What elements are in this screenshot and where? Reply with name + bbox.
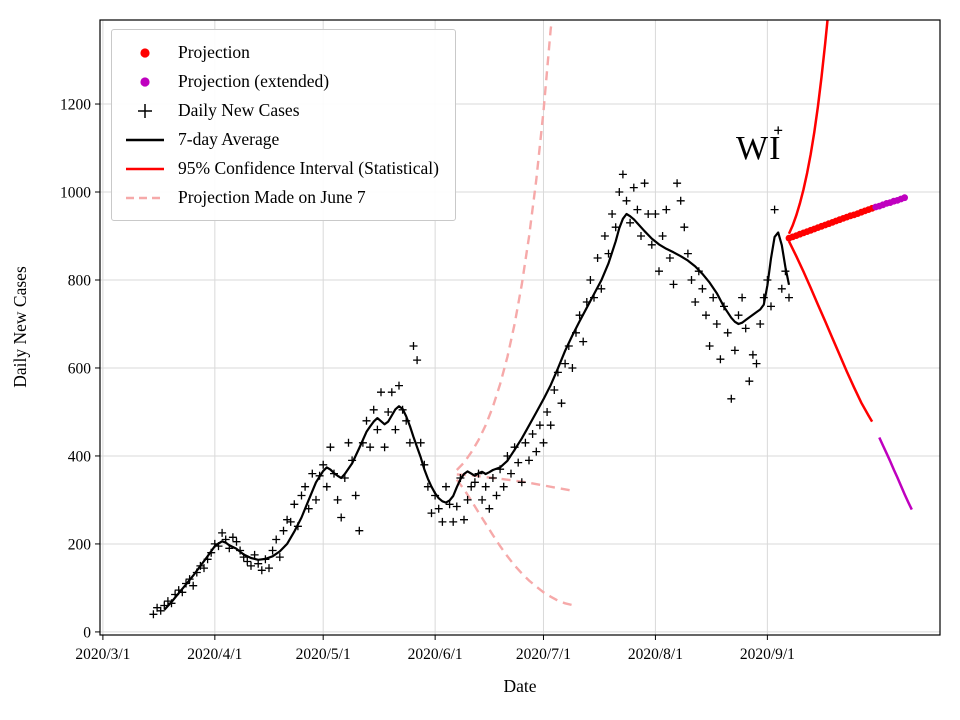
avg7-line [163,212,791,611]
x-tick-label: 2020/3/1 [75,646,130,663]
x-tick-label: 2020/7/1 [516,646,571,663]
dot-marker-icon [140,76,150,87]
legend-label: 95% Confidence Interval (Statistical) [178,158,439,178]
y-tick-label: 1200 [60,97,91,114]
axis-ticks: 2020/3/1 2020/4/1 2020/5/1 2020/6/1 2020/7/1… [60,97,795,663]
legend-item: 7-day Average [122,125,439,154]
projection-extended-dots [872,194,908,211]
x-tick-label: 2020/5/1 [296,646,351,663]
projection-dots [785,204,876,242]
june7-lower-line [455,478,573,607]
legend-label: Projection Made on June 7 [178,187,366,207]
dot-marker-icon [140,47,150,58]
x-axis-label: Date [503,676,536,696]
y-axis-label: Daily New Cases [10,266,30,388]
legend-item: Daily New Cases [122,96,439,125]
legend-label: Daily New Cases [178,100,300,120]
y-tick-label: 200 [68,536,92,553]
x-tick-label: 2020/4/1 [187,646,242,663]
series-layer [149,20,913,619]
june7-upper-line [455,20,554,471]
y-tick-label: 400 [68,448,92,465]
x-tick-label: 2020/9/1 [740,646,795,663]
annotation-wi: WI [736,130,782,167]
y-tick-label: 600 [68,360,92,377]
y-tick-label: 0 [83,624,91,641]
x-tick-label: 2020/6/1 [408,646,463,663]
legend-label: Projection [178,42,250,62]
legend-item: 95% Confidence Interval (Statistical) [122,154,439,183]
daily-cases-scatter [149,126,793,619]
legend-item: Projection (extended) [122,67,439,96]
dashed-line-marker-icon [126,196,164,199]
line-marker-icon [126,167,164,170]
legend-label: Projection (extended) [178,71,330,91]
y-tick-label: 800 [68,272,92,289]
legend-item: Projection Made on June 7 [122,183,439,212]
line-marker-icon [126,138,164,141]
ci-lower-line [787,240,874,423]
legend-label: 7-day Average [178,129,280,149]
plot-border [99,19,941,636]
ci-upper-line [787,20,829,235]
y-tick-label: 1000 [60,185,91,202]
legend: Projection Projection (extended) Daily New… [111,29,456,221]
plus-marker-icon [138,103,152,118]
ci-lower-extended-line [878,436,913,511]
legend-item: Projection [122,38,439,67]
x-tick-label: 2020/8/1 [628,646,683,663]
